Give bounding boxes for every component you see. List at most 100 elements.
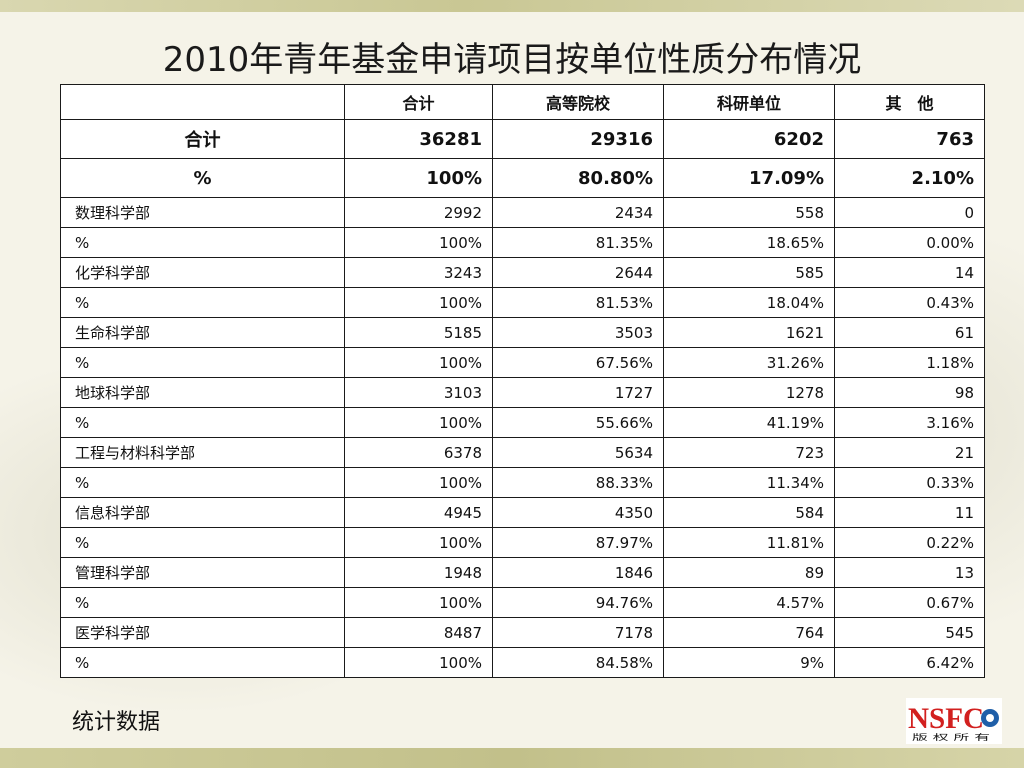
top-decor-band (0, 0, 1024, 12)
summary-cell-universities: 29316 (492, 119, 664, 159)
summary-cell-total: 100% (344, 158, 493, 198)
table-cell-universities: 1727 (492, 377, 664, 408)
table-cell-others: 0 (834, 197, 985, 228)
table-cell-others: 6.42% (834, 647, 985, 678)
table-cell-label: 医学科学部 (60, 617, 345, 648)
summary-cell-total: 36281 (344, 119, 493, 159)
table-cell-total: 100% (344, 227, 493, 258)
table-row: 数理科学部 2992 2434 558 0 (60, 197, 985, 228)
table-cell-research-institutes: 764 (663, 617, 835, 648)
table-row: % 100% 87.97% 11.81% 0.22% (60, 527, 985, 558)
table-cell-universities: 87.97% (492, 527, 664, 558)
table-row: 化学科学部 3243 2644 585 14 (60, 257, 985, 288)
table-cell-research-institutes: 18.65% (663, 227, 835, 258)
table-cell-label: 数理科学部 (60, 197, 345, 228)
header-cell-others: 其 他 (834, 84, 985, 120)
table-cell-universities: 2434 (492, 197, 664, 228)
table-cell-label: 生命科学部 (60, 317, 345, 348)
table-cell-total: 6378 (344, 437, 493, 468)
table-cell-label: % (60, 287, 345, 318)
table-row: % 100% 88.33% 11.34% 0.33% (60, 467, 985, 498)
table-cell-others: 13 (834, 557, 985, 588)
table-cell-research-institutes: 31.26% (663, 347, 835, 378)
table-cell-universities: 4350 (492, 497, 664, 528)
table-cell-universities: 55.66% (492, 407, 664, 438)
table-row: % 100% 81.53% 18.04% 0.43% (60, 287, 985, 318)
table-cell-label: 工程与材料科学部 (60, 437, 345, 468)
table-row: 医学科学部 8487 7178 764 545 (60, 617, 985, 648)
table-cell-others: 0.33% (834, 467, 985, 498)
table-cell-label: % (60, 527, 345, 558)
table-cell-label: % (60, 467, 345, 498)
table-cell-total: 4945 (344, 497, 493, 528)
table-cell-total: 3243 (344, 257, 493, 288)
footer-note: 统计数据 (72, 710, 161, 735)
table-cell-universities: 67.56% (492, 347, 664, 378)
table-cell-universities: 88.33% (492, 467, 664, 498)
table-cell-total: 1948 (344, 557, 493, 588)
table-cell-others: 545 (834, 617, 985, 648)
summary-cell-research-institutes: 6202 (663, 119, 835, 159)
header-cell-universities: 高等院校 (492, 84, 664, 120)
summary-cell-label: % (60, 158, 345, 198)
table-cell-research-institutes: 11.34% (663, 467, 835, 498)
table-cell-label: % (60, 227, 345, 258)
table-cell-total: 100% (344, 647, 493, 678)
table-cell-others: 98 (834, 377, 985, 408)
header-cell-research-institutes: 科研单位 (663, 84, 835, 120)
table-cell-total: 100% (344, 287, 493, 318)
logo-text: NSFC (908, 702, 984, 735)
table-cell-total: 100% (344, 347, 493, 378)
data-table: 合计 高等院校 科研单位 其 他 合计 36281 29316 6202 763% 100… (60, 84, 985, 678)
table-cell-others: 0.22% (834, 527, 985, 558)
table-cell-research-institutes: 723 (663, 437, 835, 468)
table-row: % 100% 81.35% 18.65% 0.00% (60, 227, 985, 258)
table-cell-universities: 84.58% (492, 647, 664, 678)
table-row: 信息科学部 4945 4350 584 11 (60, 497, 985, 528)
table-row: 地球科学部 3103 1727 1278 98 (60, 377, 985, 408)
table-cell-others: 14 (834, 257, 985, 288)
summary-cell-label: 合计 (60, 119, 345, 159)
table-cell-others: 21 (834, 437, 985, 468)
header-cell-blank (60, 84, 345, 120)
table-cell-label: % (60, 647, 345, 678)
table-cell-research-institutes: 1278 (663, 377, 835, 408)
table-row: 管理科学部 1948 1846 89 13 (60, 557, 985, 588)
summary-cell-others: 2.10% (834, 158, 985, 198)
summary-row: % 100% 80.80% 17.09% 2.10% (60, 158, 985, 198)
summary-cell-research-institutes: 17.09% (663, 158, 835, 198)
table-cell-total: 100% (344, 527, 493, 558)
table-cell-others: 1.18% (834, 347, 985, 378)
summary-row: 合计 36281 29316 6202 763 (60, 119, 985, 159)
table-cell-total: 8487 (344, 617, 493, 648)
summary-cell-universities: 80.80% (492, 158, 664, 198)
table-cell-total: 5185 (344, 317, 493, 348)
table-cell-label: 管理科学部 (60, 557, 345, 588)
nsfc-logo: NSFC 版 权 所 有 (906, 698, 1002, 744)
table-cell-research-institutes: 11.81% (663, 527, 835, 558)
table-cell-universities: 2644 (492, 257, 664, 288)
table-cell-research-institutes: 4.57% (663, 587, 835, 618)
table-cell-universities: 7178 (492, 617, 664, 648)
table-row: 工程与材料科学部 6378 5634 723 21 (60, 437, 985, 468)
table-row: 生命科学部 5185 3503 1621 61 (60, 317, 985, 348)
table-row: % 100% 67.56% 31.26% 1.18% (60, 347, 985, 378)
table-row: % 100% 94.76% 4.57% 0.67% (60, 587, 985, 618)
table-cell-others: 61 (834, 317, 985, 348)
table-cell-others: 11 (834, 497, 985, 528)
logo-subtext: 版 权 所 有 (912, 732, 990, 742)
slide-title: 2010年青年基金申请项目按单位性质分布情况 (162, 40, 862, 80)
table-cell-universities: 1846 (492, 557, 664, 588)
table-row: % 100% 84.58% 9% 6.42% (60, 647, 985, 678)
table-cell-total: 2992 (344, 197, 493, 228)
table-cell-universities: 5634 (492, 437, 664, 468)
table-cell-label: 信息科学部 (60, 497, 345, 528)
table-cell-total: 100% (344, 407, 493, 438)
table-cell-label: 化学科学部 (60, 257, 345, 288)
table-header-row: 合计 高等院校 科研单位 其 他 (60, 84, 985, 120)
summary-cell-others: 763 (834, 119, 985, 159)
table-cell-others: 0.67% (834, 587, 985, 618)
table-cell-research-institutes: 1621 (663, 317, 835, 348)
table-cell-research-institutes: 9% (663, 647, 835, 678)
table-cell-universities: 81.53% (492, 287, 664, 318)
